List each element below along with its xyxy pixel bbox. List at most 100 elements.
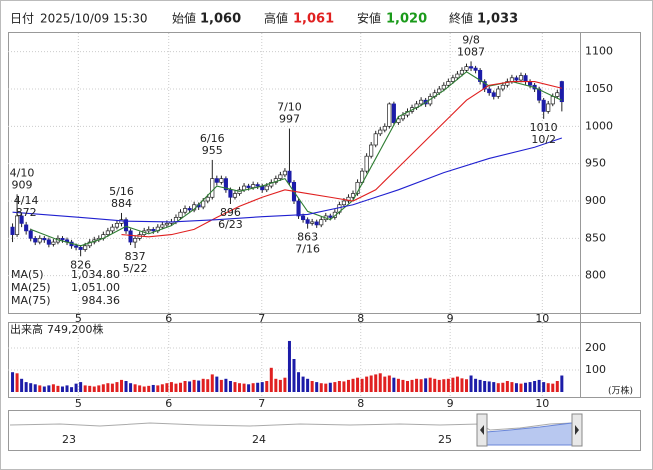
volume-bar [546,383,550,392]
volume-bar [533,381,537,392]
candle-body [251,184,256,188]
open: 1,060 [200,12,241,27]
annotation-value: 909 [12,178,33,191]
volume-bar [415,378,419,392]
y-tick-label: 900 [585,194,606,207]
volume-bar [210,374,214,392]
candle-body [550,96,555,105]
candle-body [378,129,383,135]
volume-title: 出来高 [10,322,43,336]
volume-bar [401,379,405,392]
navigator-label: 23 [62,433,76,446]
volume-bar [428,377,432,392]
volume-bar [142,386,146,392]
navigator-line [9,422,573,431]
x-tick-label: 8 [357,312,364,325]
volume-bar [47,385,51,392]
volume-bar [519,383,523,392]
volume-bar [151,384,155,392]
annotation-value: 896 [220,206,241,219]
candle-body [164,223,169,226]
candle-body [182,208,188,213]
candle-body [28,230,33,239]
candle-body [459,69,465,75]
volume-bar [24,382,28,392]
volume-bar [233,382,237,392]
x-tick-label: 9 [447,397,454,410]
volume-bar [474,378,478,392]
candle-body [400,114,406,120]
volume-bar [487,381,491,392]
annotation-value: 997 [279,113,300,126]
volume-bar [319,383,323,392]
volume-tick-label: 200 [585,341,606,354]
candle-body [287,170,292,183]
candle-body [110,226,115,232]
volume-bar [346,379,350,392]
legend-value: 984.36 [82,294,121,307]
volume-bar [492,382,496,392]
volume-bar [287,340,291,392]
candle-body [242,185,247,191]
volume-bar [251,383,255,392]
volume-bar [129,383,133,392]
navigator-label: 24 [252,433,266,446]
volume-bar [192,379,196,392]
volume-tick-label: 100 [585,363,606,376]
volume-bar [106,383,110,392]
y-tick-label: 1100 [585,45,613,58]
volume-bar [537,379,541,392]
volume-bar [15,373,19,392]
volume-bar [451,377,455,392]
candle-body [446,81,451,86]
volume-bar [188,381,192,392]
annotation-date: 5/16 [109,185,134,198]
ma-line [121,80,562,238]
candle-body [223,178,228,191]
annotation-value: 826 [70,258,91,271]
candle-body [15,215,20,235]
volume-bar [79,382,83,392]
candle-body [264,185,269,191]
volume-bar [324,383,328,392]
annotation-date: 7/10 [277,101,302,114]
volume-bar [278,379,282,392]
volume-bar [351,378,355,392]
annotation-value: 1010 [530,121,558,134]
x-tick-label: 5 [75,312,82,325]
low-label: 安値 [357,11,381,26]
volume-bar [242,383,246,392]
x-tick-label: 10 [535,397,549,410]
volume-bar [551,383,555,392]
y-tick-label: 800 [585,269,606,282]
candle-body [42,237,47,241]
volume-bar [238,383,242,392]
volume-bar [92,386,96,392]
candle-body [478,69,483,82]
candle-body [128,230,133,243]
candle-body [373,133,378,146]
x-tick-label: 6 [165,397,172,410]
volume-bar [274,378,278,392]
candle-body [500,84,505,90]
volume-bar [183,381,187,392]
candle-body [391,103,396,123]
low: 1,020 [386,12,427,27]
candle-body [450,77,455,82]
volume-bar [514,383,518,392]
volume-bar [115,382,119,392]
volume-bar [179,382,183,392]
volume-bar [560,375,564,392]
candle-body [319,219,324,226]
volume-bar [297,372,301,392]
candle-body [387,103,392,127]
volume-bar [147,385,151,392]
candle-body [19,215,24,224]
candle-body [114,223,120,228]
volume-bar [260,382,264,392]
volume-bar [11,372,15,392]
candle-body [523,75,528,82]
candle-body [364,155,369,172]
candle-body [305,219,310,224]
